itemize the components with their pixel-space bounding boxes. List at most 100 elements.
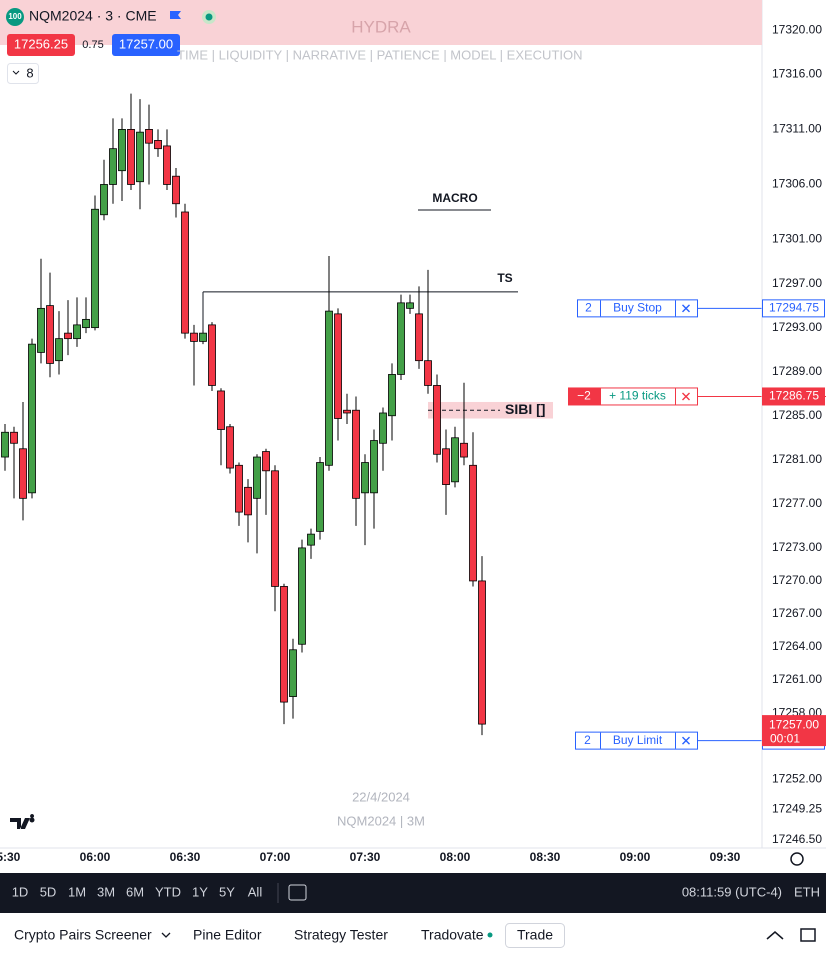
candle-body (271, 470, 279, 587)
candle-body (424, 360, 432, 386)
sibi-label: SIBI [] (505, 401, 545, 417)
tab[interactable]: Crypto Pairs Screener (14, 927, 152, 943)
candle-body (46, 305, 54, 364)
range-button[interactable]: 1M (68, 884, 86, 899)
candle-body (262, 451, 270, 472)
candle-body (190, 332, 198, 342)
last-price-tag (762, 715, 826, 747)
trade-button[interactable] (505, 923, 565, 948)
order-label: + 119 ticks (609, 389, 666, 403)
candle-body (442, 448, 450, 485)
spread: 0.75 (82, 39, 103, 51)
price-tag-text: 17294.75 (769, 301, 819, 315)
order-cancel[interactable] (682, 392, 690, 401)
order-box[interactable] (577, 299, 698, 318)
candle-body (154, 140, 162, 150)
tab[interactable]: Trade (517, 927, 553, 943)
price-tag-text: 17286.75 (769, 389, 819, 403)
sell-price: 17256.25 (14, 36, 68, 51)
x-tick-label: 07:00 (260, 850, 291, 864)
candle-body (109, 148, 117, 185)
range-button[interactable]: 5Y (219, 884, 235, 899)
order-box[interactable] (575, 731, 698, 750)
candle-body (91, 208, 99, 329)
clock[interactable]: 08:11:59 (UTC-4) (682, 884, 782, 899)
calendar-icon[interactable] (288, 884, 307, 901)
range-button[interactable]: YTD (155, 884, 181, 899)
settings-icon[interactable] (790, 852, 804, 866)
candle-body (37, 307, 45, 353)
sell-button[interactable] (7, 34, 75, 56)
sibi-zone (428, 401, 553, 419)
symbol-title[interactable]: NQM2024 · 3 · CME (29, 8, 157, 24)
candle-body (352, 409, 360, 499)
order-qty: −2 (577, 389, 591, 403)
y-tick-label: 17320.00 (772, 22, 822, 36)
order-cancel[interactable] (682, 736, 690, 745)
candle-body (280, 586, 288, 703)
session[interactable]: ETH (794, 884, 820, 899)
candle-body (10, 431, 18, 444)
range-button[interactable]: 5D (40, 884, 57, 899)
maximize-icon[interactable] (800, 928, 816, 942)
order-label: Buy Limit (613, 733, 663, 747)
range-button[interactable]: 3M (97, 884, 115, 899)
candle-body (451, 437, 459, 483)
price-tag (762, 387, 825, 406)
screener-chevron[interactable] (161, 932, 171, 938)
tab[interactable]: Tradovate (421, 927, 484, 943)
chevron (12, 70, 20, 75)
y-tick-label: 17311.00 (772, 122, 821, 136)
candle-body (415, 313, 423, 362)
candle-body (298, 547, 306, 645)
y-tick-label: 17270.00 (772, 573, 822, 587)
x-tick-label: 06:00 (80, 850, 111, 864)
x-tick-label: 09:00 (620, 850, 651, 864)
candle-body (172, 175, 180, 205)
tab[interactable]: Strategy Tester (294, 927, 388, 943)
candle-body (100, 184, 108, 216)
candle-body (433, 385, 441, 455)
y-tick-label: 17301.00 (772, 232, 822, 246)
watermark-symbol: NQM2024 | 3M (337, 813, 425, 828)
x-tick-label: 08:00 (440, 850, 471, 864)
indicator-count: 8 (26, 65, 33, 80)
range-button[interactable]: All (248, 884, 263, 899)
x-tick-label: 05:30 (0, 850, 21, 864)
candle-body (406, 302, 414, 309)
flag-icon[interactable] (170, 11, 181, 19)
x-tick-label: 08:30 (530, 850, 561, 864)
candle-body (55, 338, 63, 362)
order-label: Buy Stop (613, 301, 662, 315)
y-tick-label: 17249.25 (772, 802, 822, 816)
tab[interactable]: Pine Editor (193, 927, 262, 943)
x-tick-label: 09:30 (710, 850, 741, 864)
y-tick-label: 17252.00 (772, 771, 822, 785)
collapse-icon[interactable] (766, 931, 784, 940)
price-tag (762, 299, 825, 318)
buy-price: 17257.00 (119, 36, 173, 51)
range-button[interactable]: 1D (12, 884, 29, 899)
countdown: 00:01 (770, 731, 800, 745)
candle-body (163, 145, 171, 185)
candle-body (478, 580, 486, 725)
buy-button[interactable] (112, 34, 180, 56)
tv-logo (10, 814, 35, 829)
candle-body (334, 313, 342, 419)
range-button[interactable]: 1Y (192, 884, 208, 899)
order-qty-bg (568, 387, 601, 405)
banner-text: HYDRA (351, 17, 411, 36)
candle-body (208, 324, 216, 386)
candle-body (361, 462, 369, 494)
candle-body (73, 324, 81, 340)
order-cancel[interactable] (682, 304, 690, 313)
y-tick-label: 17306.00 (772, 177, 822, 191)
y-tick-label: 17273.00 (772, 540, 822, 554)
range-button[interactable]: 6M (126, 884, 144, 899)
candle-body (244, 486, 252, 516)
macro-label: MACRO (432, 191, 477, 205)
badge-text: 100 (8, 12, 22, 21)
indicators-toggle[interactable] (7, 63, 39, 84)
